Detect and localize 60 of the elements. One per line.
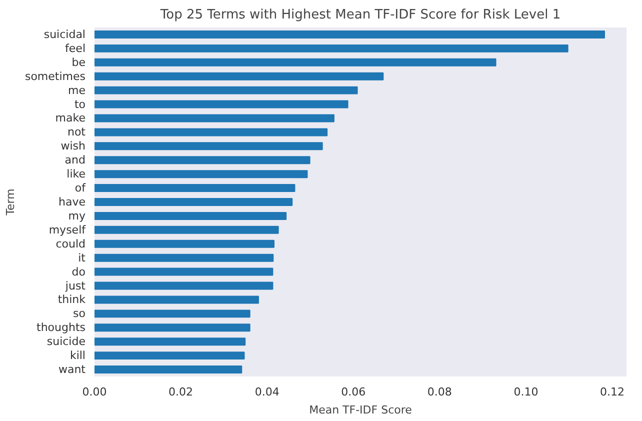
- y-tick-label: make: [55, 112, 86, 125]
- y-tick-label: it: [78, 251, 86, 264]
- bar: [94, 338, 246, 346]
- bar: [94, 142, 323, 150]
- bar: [94, 72, 384, 80]
- bar: [94, 30, 605, 38]
- y-tick-label: kill: [70, 349, 86, 362]
- bar: [94, 156, 310, 164]
- y-tick-label: not: [67, 126, 86, 139]
- x-tick-label: 0.12: [600, 386, 625, 398]
- y-tick-label: do: [72, 265, 86, 278]
- y-tick-label: suicidal: [44, 28, 86, 41]
- y-tick-label: just: [64, 279, 86, 292]
- y-tick-label: could: [56, 237, 86, 250]
- y-axis-title: Term: [4, 188, 17, 216]
- y-tick-label: feel: [65, 42, 86, 55]
- bar: [94, 240, 274, 248]
- bar: [94, 268, 274, 276]
- bar: [94, 310, 250, 318]
- bar: [94, 254, 274, 262]
- y-tick-label: think: [58, 293, 86, 306]
- x-tick-label: 0.08: [427, 386, 452, 398]
- x-tick-label: 0.02: [168, 386, 194, 398]
- bar: [94, 282, 274, 290]
- bar: [94, 170, 308, 178]
- y-tick-label: want: [58, 363, 86, 376]
- bar: [94, 128, 328, 136]
- x-tick-label: 0.00: [82, 386, 107, 398]
- y-tick-label: my: [68, 209, 86, 222]
- bar: [94, 212, 287, 220]
- y-tick-label: me: [68, 84, 86, 97]
- y-tick-label: sometimes: [24, 70, 86, 83]
- bar: [94, 324, 250, 332]
- bar: [94, 296, 259, 304]
- y-tick-label: myself: [48, 223, 87, 236]
- y-tick-label: thoughts: [36, 321, 86, 334]
- y-tick-label: to: [74, 98, 86, 111]
- chart-title: Top 25 Terms with Highest Mean TF-IDF Score for Risk Level 1: [159, 8, 561, 22]
- bar: [94, 226, 279, 234]
- y-tick-label: be: [72, 56, 86, 69]
- y-tick-label: and: [64, 154, 86, 167]
- bar: [94, 44, 568, 52]
- bar: [94, 184, 296, 192]
- bar: [94, 114, 334, 122]
- y-tick-label: so: [73, 307, 86, 320]
- bar: [94, 100, 348, 108]
- y-tick-label: like: [66, 168, 86, 181]
- bar: [94, 366, 242, 374]
- x-axis-title: Mean TF-IDF Score: [309, 404, 412, 416]
- x-tick-label: 0.10: [514, 386, 538, 398]
- y-tick-label: suicide: [46, 335, 86, 348]
- x-tick-label: 0.06: [341, 386, 366, 398]
- y-tick-label: have: [58, 196, 86, 208]
- bar: [94, 352, 245, 360]
- bar: [94, 58, 496, 66]
- x-tick-label: 0.04: [254, 386, 280, 398]
- y-tick-label: wish: [60, 140, 86, 153]
- bar: [94, 86, 358, 94]
- bar: [94, 198, 293, 206]
- y-tick-label: of: [74, 182, 87, 195]
